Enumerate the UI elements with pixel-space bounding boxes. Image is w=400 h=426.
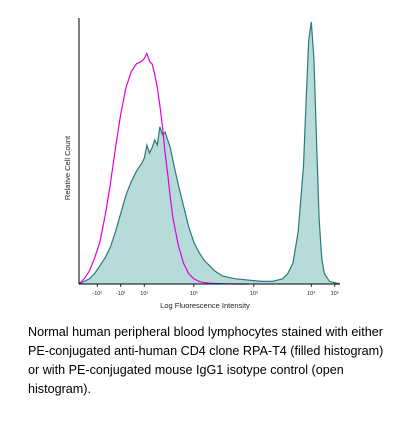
flow-cytometry-histogram: -10² -10¹ 10¹ 10² 10³ 10⁴ 10⁵ Relative Cell Co… [63, 18, 341, 310]
filled-histogram-area [79, 22, 340, 284]
x-axis-ticks: -10² -10¹ 10¹ 10² 10³ 10⁴ 10⁵ [92, 284, 339, 297]
filled-histogram-outline [78, 21, 341, 285]
x-tick-label: 10² [190, 291, 198, 297]
x-tick-label: 10⁴ [307, 290, 316, 297]
x-tick-label: 10¹ [140, 291, 148, 297]
x-tick-label: -10¹ [116, 291, 126, 297]
open-histogram-line [78, 51, 249, 285]
x-axis-label: Log Fluorescence Intensity [160, 301, 250, 310]
x-tick-label: 10⁵ [331, 290, 339, 297]
plot-area [78, 21, 341, 285]
y-axis-label: Relative Cell Count [63, 135, 72, 200]
x-tick-label: 10³ [250, 291, 258, 297]
figure-caption: Normal human peripheral blood lymphocyte… [28, 325, 384, 396]
x-tick-label: -10² [92, 291, 102, 297]
